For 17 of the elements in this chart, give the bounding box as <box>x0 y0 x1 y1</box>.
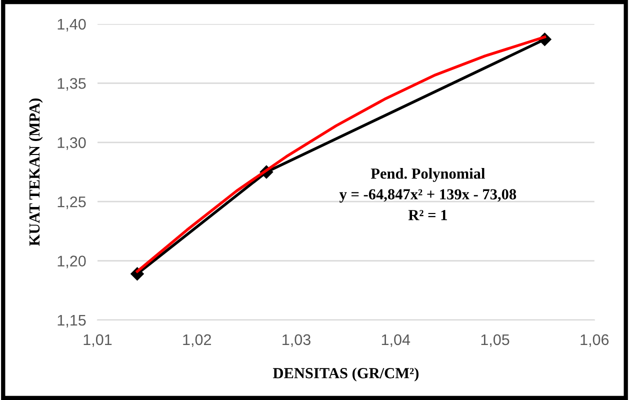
y-tick-label: 1,40 <box>58 18 86 32</box>
x-tick-label: 1,04 <box>382 334 410 347</box>
x-tick-label: 1,02 <box>183 334 211 347</box>
y-tick-label: 1,35 <box>58 78 86 91</box>
y-axis-title: KUAT TEKAN (MPA) <box>28 98 43 246</box>
y-tick-label: 1,30 <box>58 137 86 150</box>
y-tick-label: 1,25 <box>58 196 86 210</box>
annotation: y = -64,847x² + 139x - 73,08 <box>339 189 516 203</box>
y-tick-label: 1,15 <box>58 315 86 328</box>
x-tick-label: 1,05 <box>481 334 510 347</box>
x-tick-label: 1,06 <box>580 334 609 347</box>
x-axis-title: DENSITAS (GR/CM²) <box>272 368 419 382</box>
x-tick-label: 1,01 <box>84 334 112 347</box>
annotation: R² = 1 <box>408 210 447 220</box>
annotation: Pend. Polynomial <box>370 168 485 182</box>
y-tick-label: 1,20 <box>58 256 86 268</box>
x-tick-label: 1,03 <box>282 334 310 347</box>
